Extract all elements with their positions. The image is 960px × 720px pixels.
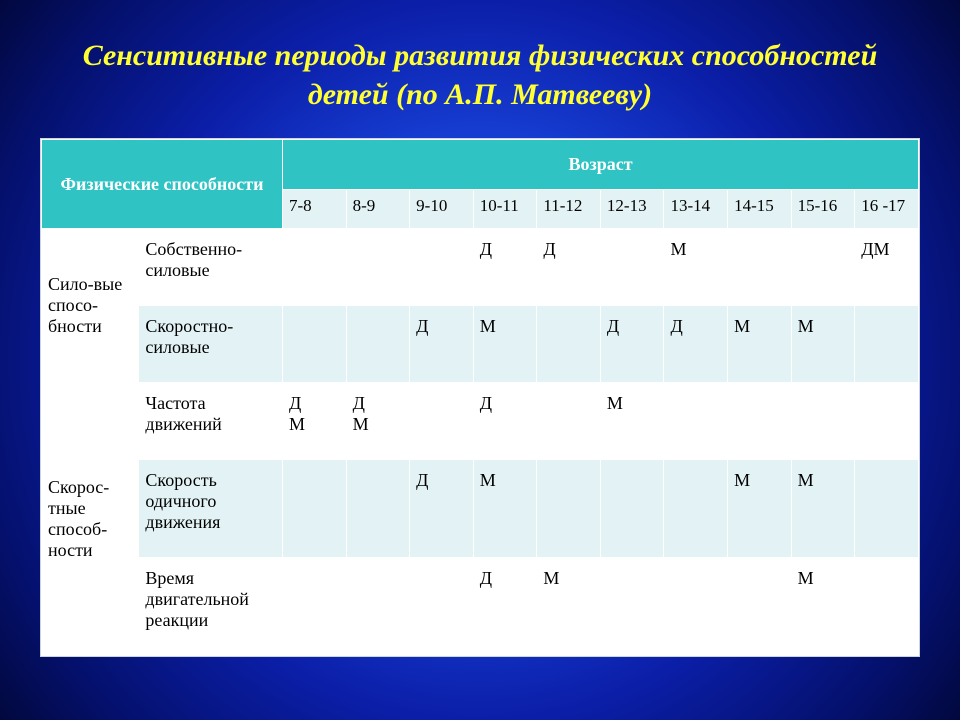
data-cell — [346, 229, 410, 306]
data-cell — [728, 558, 792, 656]
data-cell — [728, 229, 792, 306]
data-cell: Д — [537, 229, 601, 306]
data-cell: М — [600, 383, 664, 460]
data-cell — [283, 460, 347, 558]
subability-cell: Частота движений — [139, 383, 283, 460]
table-row: Сило-вые спосо-бностиСобственно-силовыеД… — [42, 229, 919, 306]
data-cell — [855, 383, 919, 460]
data-cell: Д — [473, 383, 537, 460]
data-cell: М — [728, 306, 792, 383]
data-cell: ДМ — [855, 229, 919, 306]
col-header-age: Возраст — [283, 140, 919, 190]
data-cell: Д — [410, 306, 474, 383]
data-cell — [855, 306, 919, 383]
data-cell — [664, 558, 728, 656]
data-cell: М — [537, 558, 601, 656]
subability-cell: Скорость одичного движения — [139, 460, 283, 558]
data-cell — [600, 460, 664, 558]
data-cell — [283, 558, 347, 656]
data-cell — [537, 460, 601, 558]
table-row: Скорость одичного движенияДМММ — [42, 460, 919, 558]
data-cell — [346, 460, 410, 558]
col-header-abilities: Физические способности — [42, 140, 283, 229]
age-col: 16 -17 — [855, 190, 919, 229]
data-cell — [664, 383, 728, 460]
data-cell — [855, 460, 919, 558]
data-cell — [410, 383, 474, 460]
data-cell — [791, 383, 855, 460]
data-cell — [410, 229, 474, 306]
page-title: Сенситивные периоды развития физических … — [70, 36, 890, 114]
age-col: 11-12 — [537, 190, 601, 229]
age-col: 10-11 — [473, 190, 537, 229]
data-cell: М — [791, 558, 855, 656]
data-cell: М — [664, 229, 728, 306]
data-cell — [410, 558, 474, 656]
data-cell: Д — [664, 306, 728, 383]
group-cell: Скорос-тные способ-ности — [42, 383, 139, 656]
data-cell — [664, 460, 728, 558]
age-col: 8-9 — [346, 190, 410, 229]
data-cell: Д — [473, 229, 537, 306]
age-col: 7-8 — [283, 190, 347, 229]
age-col: 15-16 — [791, 190, 855, 229]
data-cell — [600, 558, 664, 656]
data-cell: Д — [600, 306, 664, 383]
data-cell: М — [473, 460, 537, 558]
data-cell — [283, 229, 347, 306]
table-row: Скорос-тные способ-ностиЧастота движений… — [42, 383, 919, 460]
age-col: 9-10 — [410, 190, 474, 229]
data-cell — [855, 558, 919, 656]
abilities-table: Физические способности Возраст 7-8 8-9 9… — [40, 138, 920, 657]
data-cell: ДМ — [283, 383, 347, 460]
data-cell: М — [791, 306, 855, 383]
data-cell: М — [791, 460, 855, 558]
data-cell: Д — [473, 558, 537, 656]
data-cell: ДМ — [346, 383, 410, 460]
age-col: 13-14 — [664, 190, 728, 229]
data-cell — [600, 229, 664, 306]
subability-cell: Скоростно-силовые — [139, 306, 283, 383]
age-col: 12-13 — [600, 190, 664, 229]
group-cell: Сило-вые спосо-бности — [42, 229, 139, 383]
data-cell — [537, 383, 601, 460]
subability-cell: Собственно-силовые — [139, 229, 283, 306]
data-cell — [537, 306, 601, 383]
data-cell — [346, 306, 410, 383]
table-body: Сило-вые спосо-бностиСобственно-силовыеД… — [42, 229, 919, 656]
subability-cell: Время двигательной реакции — [139, 558, 283, 656]
data-cell — [283, 306, 347, 383]
data-cell — [791, 229, 855, 306]
data-cell: М — [473, 306, 537, 383]
age-col: 14-15 — [728, 190, 792, 229]
table-row: Время двигательной реакцииДММ — [42, 558, 919, 656]
data-cell — [346, 558, 410, 656]
data-cell: Д — [410, 460, 474, 558]
data-cell: М — [728, 460, 792, 558]
table-row: Скоростно-силовыеДМДДММ — [42, 306, 919, 383]
data-cell — [728, 383, 792, 460]
